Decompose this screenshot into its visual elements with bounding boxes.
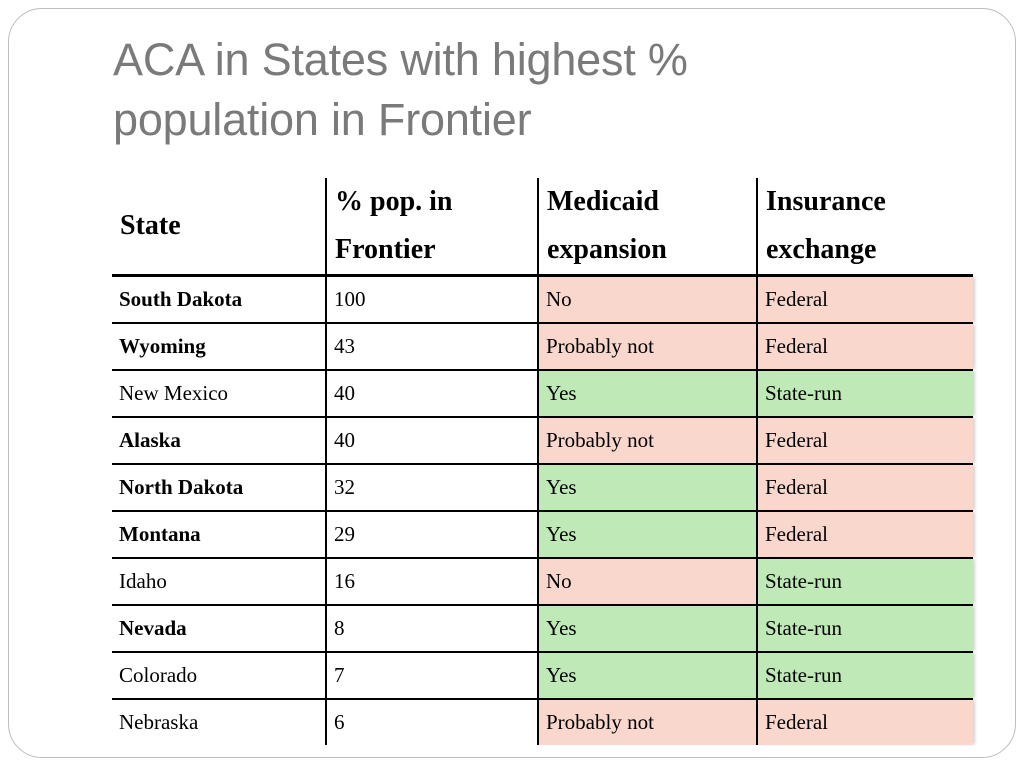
cell-exchange: Federal: [756, 510, 973, 558]
table-row: Wyoming 43 Probably not Federal: [112, 322, 973, 370]
header-insurance-exchange: Insurance exchange: [756, 178, 973, 277]
cell-exchange: State-run: [756, 557, 973, 605]
cell-medicaid: Yes: [537, 463, 757, 511]
table-header-row: State % pop. in Frontier Medicaid expansio…: [112, 178, 973, 277]
cell-medicaid: Yes: [537, 510, 757, 558]
table-row: Alaska 40 Probably not Federal: [112, 416, 973, 464]
cell-medicaid: No: [537, 557, 757, 605]
cell-exchange: Federal: [756, 463, 973, 511]
cell-medicaid: Yes: [537, 604, 757, 652]
cell-medicaid: Probably not: [537, 698, 757, 745]
cell-medicaid: Yes: [537, 651, 757, 699]
cell-pop-pct: 40: [325, 369, 538, 417]
cell-state: North Dakota: [112, 463, 326, 511]
header-medicaid-expansion: Medicaid expansion: [537, 178, 757, 277]
cell-exchange: Federal: [756, 322, 973, 370]
cell-state: Idaho: [112, 557, 326, 605]
aca-table: State % pop. in Frontier Medicaid expansio…: [112, 178, 973, 745]
cell-medicaid: No: [537, 275, 757, 323]
cell-state: South Dakota: [119, 287, 243, 311]
header-pop-frontier: % pop. in Frontier: [325, 178, 538, 277]
cell-pop-pct: 32: [325, 463, 538, 511]
aca-table-container: State % pop. in Frontier Medicaid expansio…: [112, 178, 973, 745]
cell-exchange: Federal: [756, 275, 973, 323]
cell-state: Nevada: [112, 604, 326, 652]
cell-state: Colorado: [112, 651, 326, 699]
cell-pop-pct: 8: [325, 604, 538, 652]
cell-medicaid: Yes: [537, 369, 757, 417]
cell-pop-pct: 40: [325, 416, 538, 464]
table-row: Nevada 8 Yes State-run: [112, 604, 973, 652]
title-line-2: population in Frontier: [113, 94, 532, 145]
table-body: South Dakota 100 No Federal Wyoming 43 Probabl…: [112, 275, 973, 745]
cell-pop-pct: 100: [325, 275, 538, 323]
cell-medicaid: Probably not: [537, 322, 757, 370]
table-row: Montana 29 Yes Federal: [112, 510, 973, 558]
cell-state: New Mexico: [112, 369, 326, 417]
cell-state: Montana: [112, 510, 326, 558]
table-row: Colorado 7 Yes State-run: [112, 651, 973, 699]
slide-title: ACA in States with highest % population …: [113, 30, 873, 150]
cell-pop-pct: 7: [325, 651, 538, 699]
header-state: State: [112, 178, 326, 277]
cell-pop-pct: 6: [325, 698, 538, 745]
cell-pop-pct: 29: [325, 510, 538, 558]
table-row: Idaho 16 No State-run: [112, 557, 973, 605]
cell-exchange: State-run: [756, 651, 973, 699]
cell-pop-pct: 16: [325, 557, 538, 605]
table-row: Nebraska 6 Probably not Federal: [112, 698, 973, 745]
cell-state: Alaska: [112, 416, 326, 464]
cell-exchange: State-run: [756, 369, 973, 417]
cell-medicaid: Probably not: [537, 416, 757, 464]
cell-exchange: State-run: [756, 604, 973, 652]
cell-state: Wyoming: [112, 322, 326, 370]
cell-exchange: Federal: [756, 416, 973, 464]
cell-exchange: Federal: [756, 698, 973, 745]
table-row: South Dakota 100 No Federal: [112, 275, 973, 323]
table-row: North Dakota 32 Yes Federal: [112, 463, 973, 511]
title-line-1: ACA in States with highest %: [113, 34, 688, 85]
cell-pop-pct: 43: [325, 322, 538, 370]
cell-state: Nebraska: [112, 698, 326, 745]
table-row: New Mexico 40 Yes State-run: [112, 369, 973, 417]
